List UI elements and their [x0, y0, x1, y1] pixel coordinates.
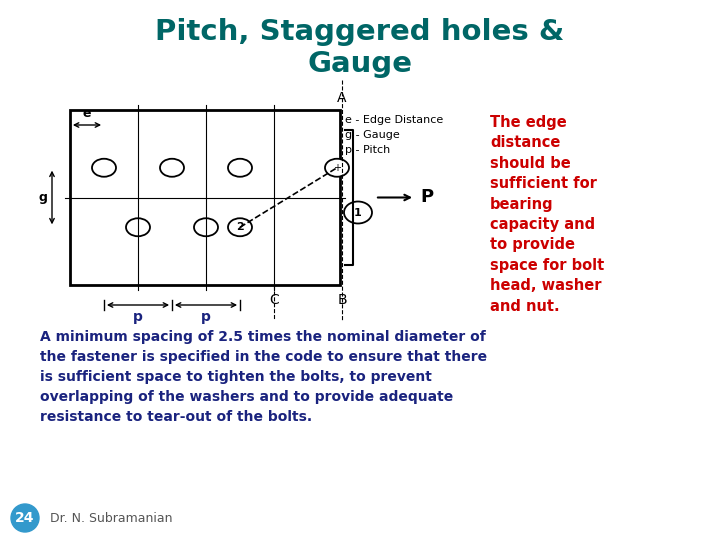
Text: A: A — [337, 91, 347, 105]
Text: Pitch, Staggered holes &: Pitch, Staggered holes & — [156, 18, 564, 46]
Ellipse shape — [126, 218, 150, 237]
Text: P: P — [420, 188, 433, 206]
Ellipse shape — [325, 159, 349, 177]
Text: p: p — [201, 310, 211, 324]
Circle shape — [11, 504, 39, 532]
Text: +: + — [333, 163, 341, 173]
Text: 24: 24 — [15, 511, 35, 525]
Text: e - Edge Distance
g - Gauge
p - Pitch: e - Edge Distance g - Gauge p - Pitch — [345, 115, 444, 154]
Ellipse shape — [228, 218, 252, 237]
Ellipse shape — [194, 218, 218, 237]
Text: e: e — [83, 107, 91, 120]
Text: Gauge: Gauge — [307, 50, 413, 78]
Text: g: g — [38, 191, 47, 204]
Text: 1: 1 — [354, 207, 362, 218]
Text: B: B — [337, 293, 347, 307]
Text: 2: 2 — [236, 222, 244, 232]
Ellipse shape — [344, 201, 372, 224]
Text: The edge
distance
should be
sufficient for
bearing
capacity and
to provide
space: The edge distance should be sufficient f… — [490, 115, 604, 314]
Text: A minimum spacing of 2.5 times the nominal diameter of
the fastener is specified: A minimum spacing of 2.5 times the nomin… — [40, 330, 487, 424]
Bar — [70, 110, 340, 285]
Ellipse shape — [160, 159, 184, 177]
Text: C: C — [269, 293, 279, 307]
Ellipse shape — [92, 159, 116, 177]
Ellipse shape — [228, 159, 252, 177]
Text: Dr. N. Subramanian: Dr. N. Subramanian — [50, 511, 173, 524]
Text: p: p — [133, 310, 143, 324]
